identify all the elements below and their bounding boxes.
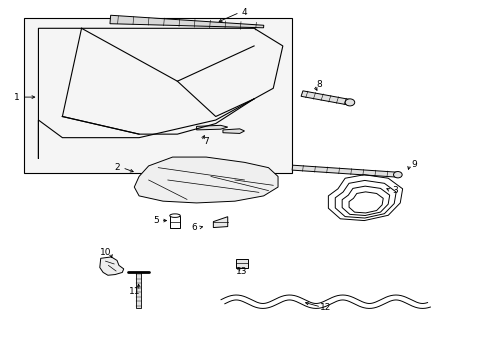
Text: 1: 1 <box>14 93 20 102</box>
Bar <box>169 216 180 228</box>
Polygon shape <box>223 129 244 134</box>
Bar <box>24 18 292 173</box>
Text: 8: 8 <box>315 80 321 89</box>
Polygon shape <box>196 125 227 130</box>
Text: 7: 7 <box>203 137 208 146</box>
Text: 5: 5 <box>153 216 159 225</box>
Circle shape <box>393 171 401 178</box>
Text: 9: 9 <box>411 159 417 168</box>
Text: 2: 2 <box>115 163 120 172</box>
Text: 10: 10 <box>100 248 111 257</box>
Polygon shape <box>110 15 263 28</box>
Ellipse shape <box>169 214 180 217</box>
Text: 11: 11 <box>128 287 140 296</box>
Polygon shape <box>301 91 350 105</box>
Polygon shape <box>100 257 123 275</box>
Polygon shape <box>291 165 397 177</box>
Bar <box>235 259 248 268</box>
Text: 12: 12 <box>320 302 331 311</box>
Polygon shape <box>213 217 227 228</box>
Text: 3: 3 <box>392 186 398 195</box>
Polygon shape <box>134 157 278 203</box>
Text: 6: 6 <box>191 223 197 232</box>
Text: 13: 13 <box>236 267 247 276</box>
Circle shape <box>345 99 354 106</box>
Text: 4: 4 <box>241 8 247 17</box>
Polygon shape <box>136 273 140 308</box>
